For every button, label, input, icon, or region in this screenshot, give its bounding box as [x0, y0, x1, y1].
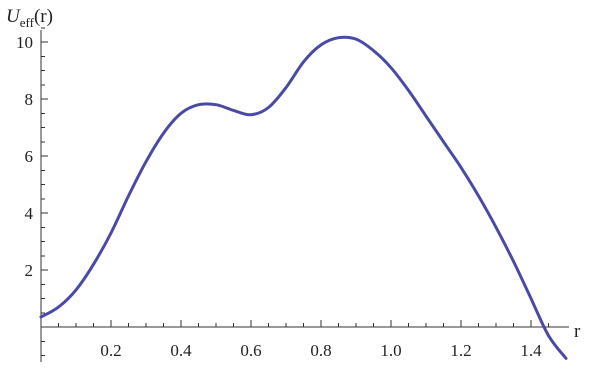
y-tick-label: 2 — [25, 261, 34, 280]
x-tick-label: 1.2 — [450, 341, 471, 360]
y-tick-group: 2 4 6 8 10 — [16, 27, 48, 356]
effective-potential-curve — [39, 35, 568, 360]
x-tick-label: 0.4 — [170, 341, 192, 360]
y-tick-label: 4 — [25, 204, 34, 223]
svg-text:Ueff(r): Ueff(r) — [6, 6, 53, 30]
x-tick-label: 1.4 — [520, 341, 542, 360]
y-axis-title-subscript: eff — [20, 15, 35, 30]
x-tick-label: 0.2 — [100, 341, 121, 360]
y-tick-label: 8 — [25, 90, 34, 109]
x-tick-label: 0.8 — [310, 341, 331, 360]
y-axis-title: Ueff(r) — [6, 6, 53, 30]
x-tick-group: 0.2 0.4 0.6 0.8 1.0 1.2 1.4 — [58, 320, 549, 360]
y-tick-label: 10 — [16, 33, 33, 52]
y-axis-title-argument: (r) — [34, 6, 53, 27]
x-axis-title: r — [574, 321, 581, 342]
y-axis-title-main: U — [6, 6, 21, 27]
y-tick-label: 6 — [25, 147, 34, 166]
x-tick-label: 1.0 — [380, 341, 401, 360]
x-tick-label: 0.6 — [240, 341, 261, 360]
